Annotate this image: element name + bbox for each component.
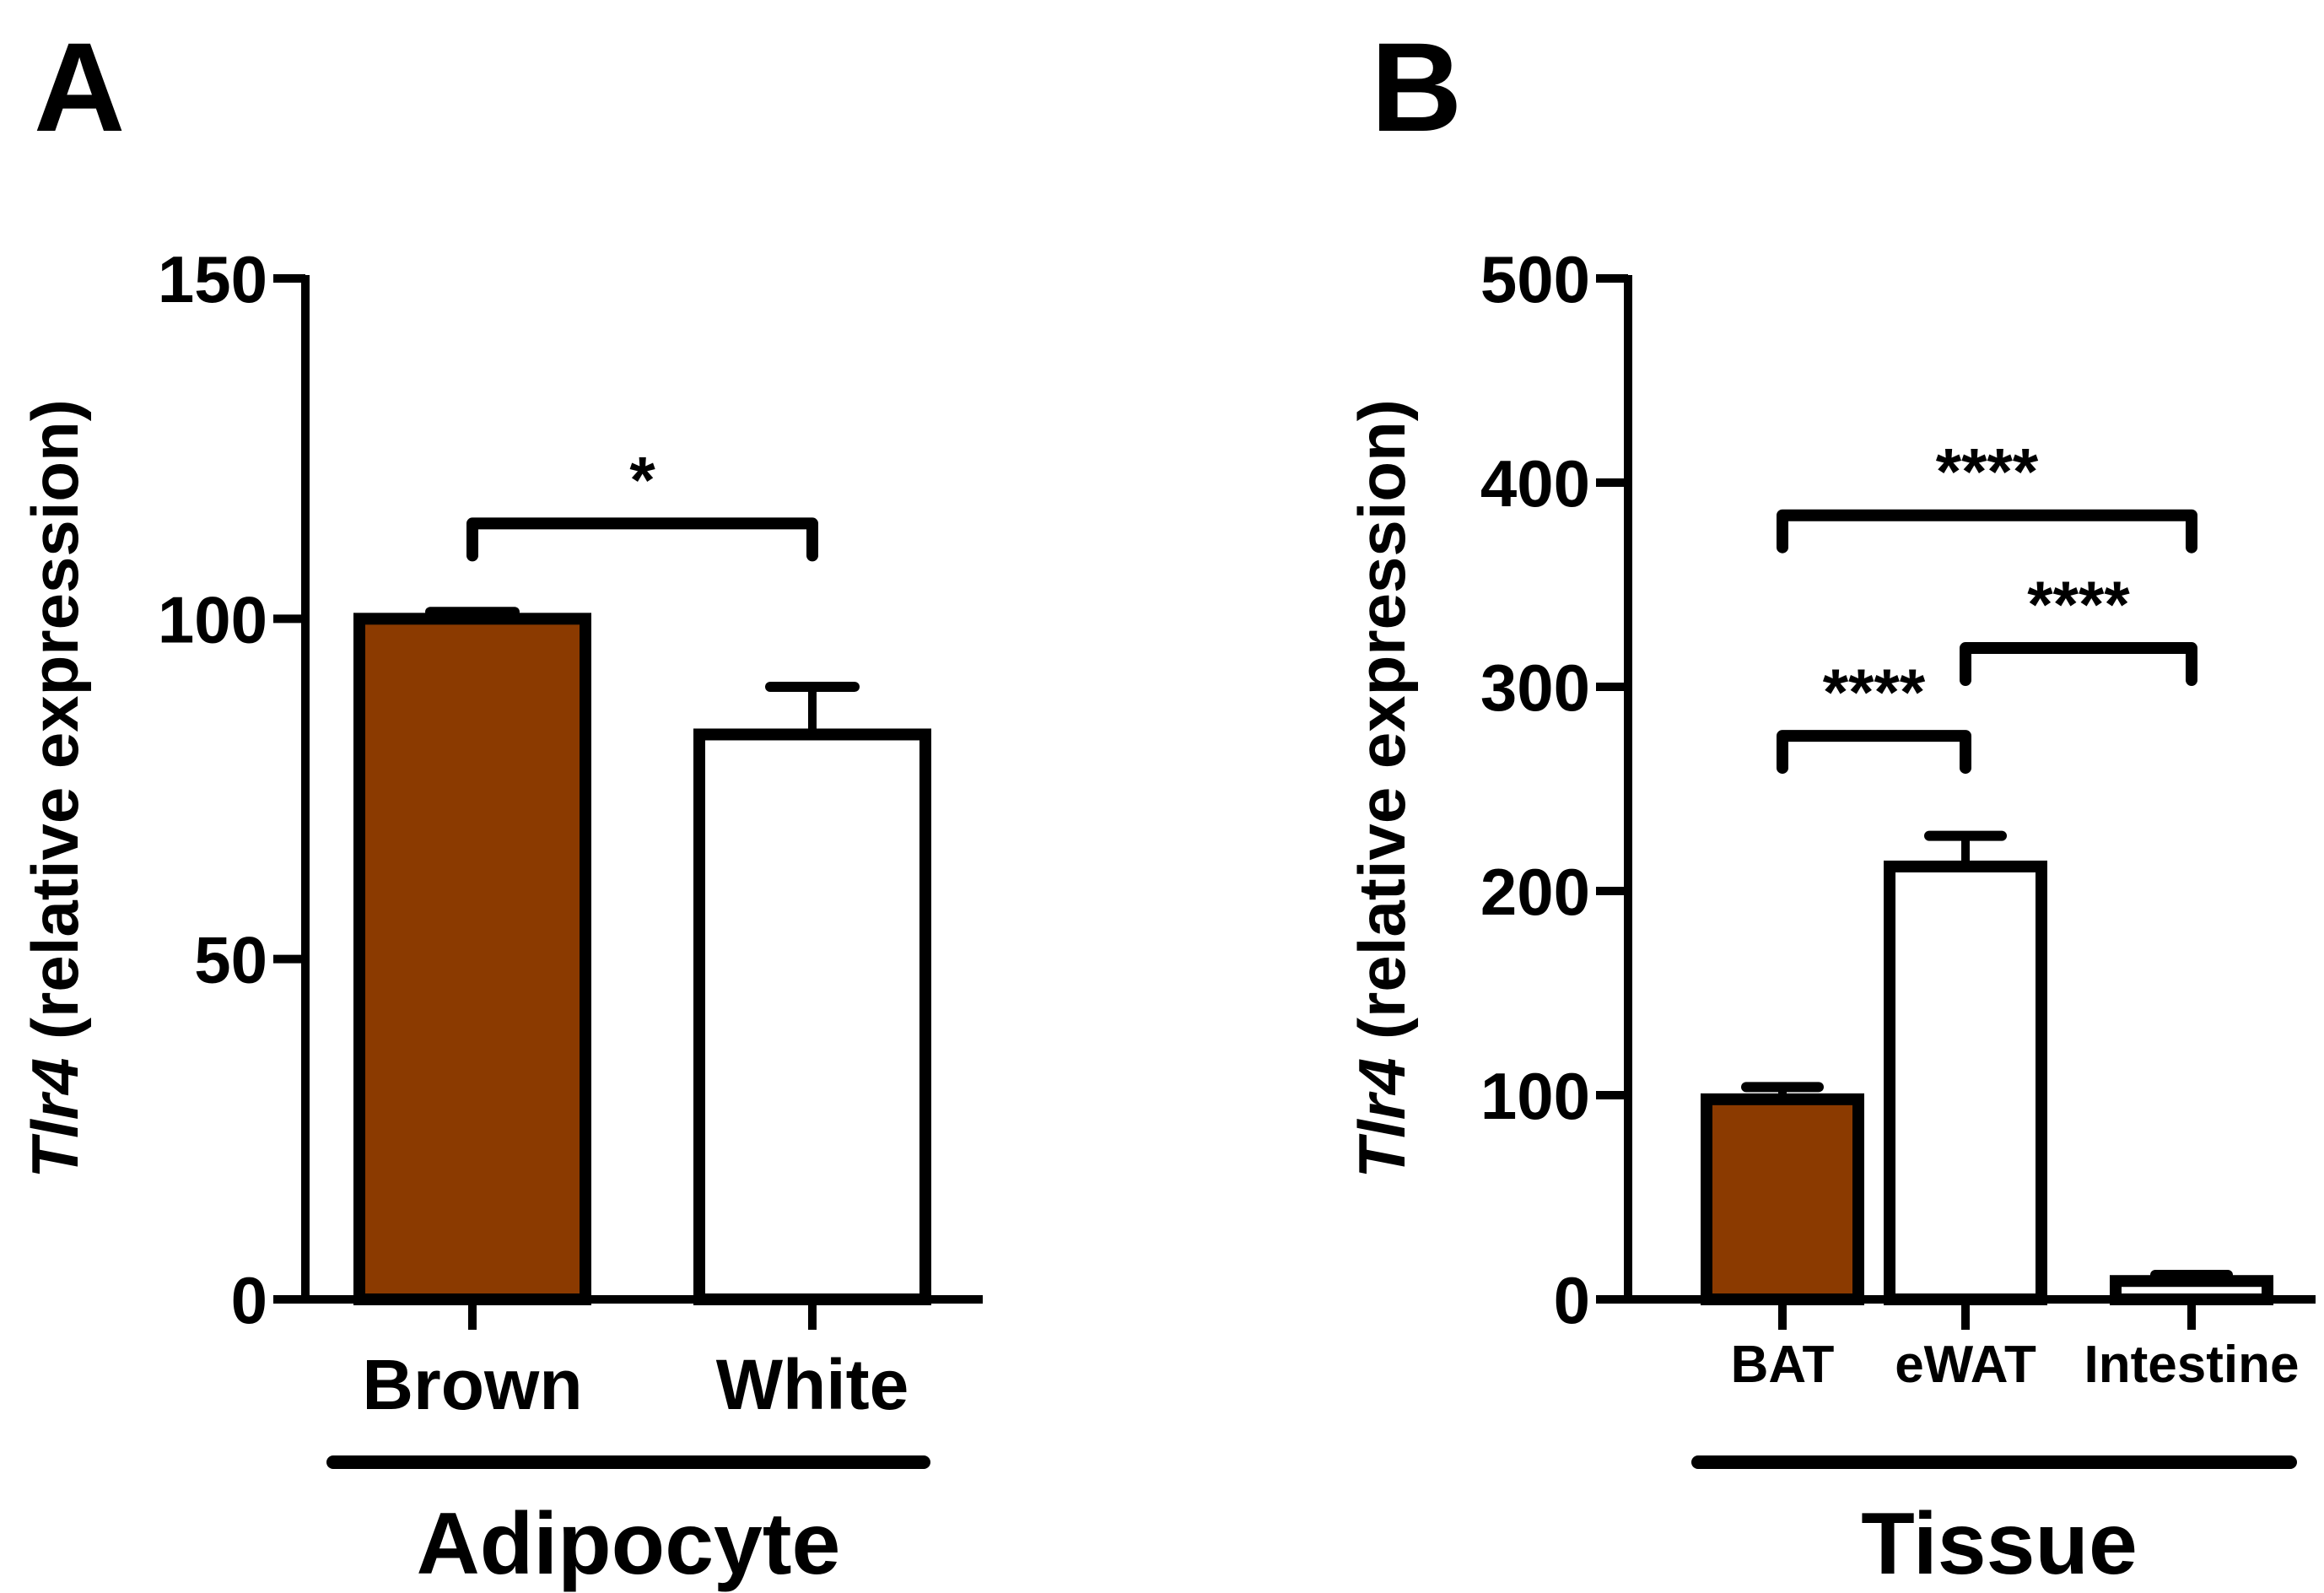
bar-bat — [1701, 1093, 1864, 1305]
y-tick-label: 300 — [1480, 651, 1590, 725]
y-axis-title-gene: Tlr4 — [1345, 1058, 1419, 1179]
bar-intestine — [2110, 1275, 2273, 1305]
panel-b: B 0 100 200 300 400 500 Tlr4 (relative expressi… — [1345, 16, 2316, 1593]
y-tick-label: 200 — [1480, 855, 1590, 929]
significance-bracket — [1777, 509, 2197, 554]
panel-letter: B — [1371, 16, 1462, 158]
y-axis-title-gene: Tlr4 — [18, 1058, 92, 1179]
bar-brown — [353, 613, 591, 1305]
y-tick-label: 0 — [1554, 1263, 1590, 1337]
x-axis-title: Tissue — [1861, 1495, 2138, 1593]
significance-label: **** — [2027, 567, 2130, 641]
y-tick-label: 0 — [231, 1263, 267, 1337]
significance-label: * — [629, 442, 655, 516]
y-axis-title-unit: (relative expression) — [1345, 399, 1419, 1057]
significance-label: **** — [1823, 655, 1926, 729]
bar-ewat — [1884, 860, 2047, 1305]
y-tick-label: 100 — [158, 582, 267, 656]
y-tick-label: 500 — [1480, 242, 1590, 316]
category-label-intestine: Intestine — [2084, 1336, 2300, 1394]
y-tick-label: 400 — [1480, 446, 1590, 521]
y-axis-title: Tlr4 (relative expression) — [1345, 399, 1419, 1178]
x-axis-title: Adipocyte — [417, 1495, 841, 1593]
bar-white — [693, 728, 931, 1305]
y-tick-label: 100 — [1480, 1059, 1590, 1133]
y-axis-title: Tlr4 (relative expression) — [18, 399, 92, 1178]
category-label-brown: Brown — [362, 1345, 582, 1424]
panel-a: A 0 50 100 150 Tlr4 (relative expression) Brow… — [18, 16, 983, 1593]
significance-bracket — [1960, 642, 2197, 687]
significance-label: **** — [1936, 435, 2039, 509]
panel-letter: A — [34, 16, 125, 158]
y-tick-label: 150 — [158, 242, 267, 316]
y-tick-label: 50 — [194, 923, 267, 997]
y-axis-title-unit: (relative expression) — [18, 399, 92, 1057]
significance-bracket — [466, 517, 818, 562]
category-label-white: White — [716, 1345, 909, 1424]
significance-bracket — [1777, 730, 1971, 775]
category-label-bat: BAT — [1731, 1336, 1835, 1394]
category-label-ewat: eWAT — [1895, 1336, 2036, 1394]
